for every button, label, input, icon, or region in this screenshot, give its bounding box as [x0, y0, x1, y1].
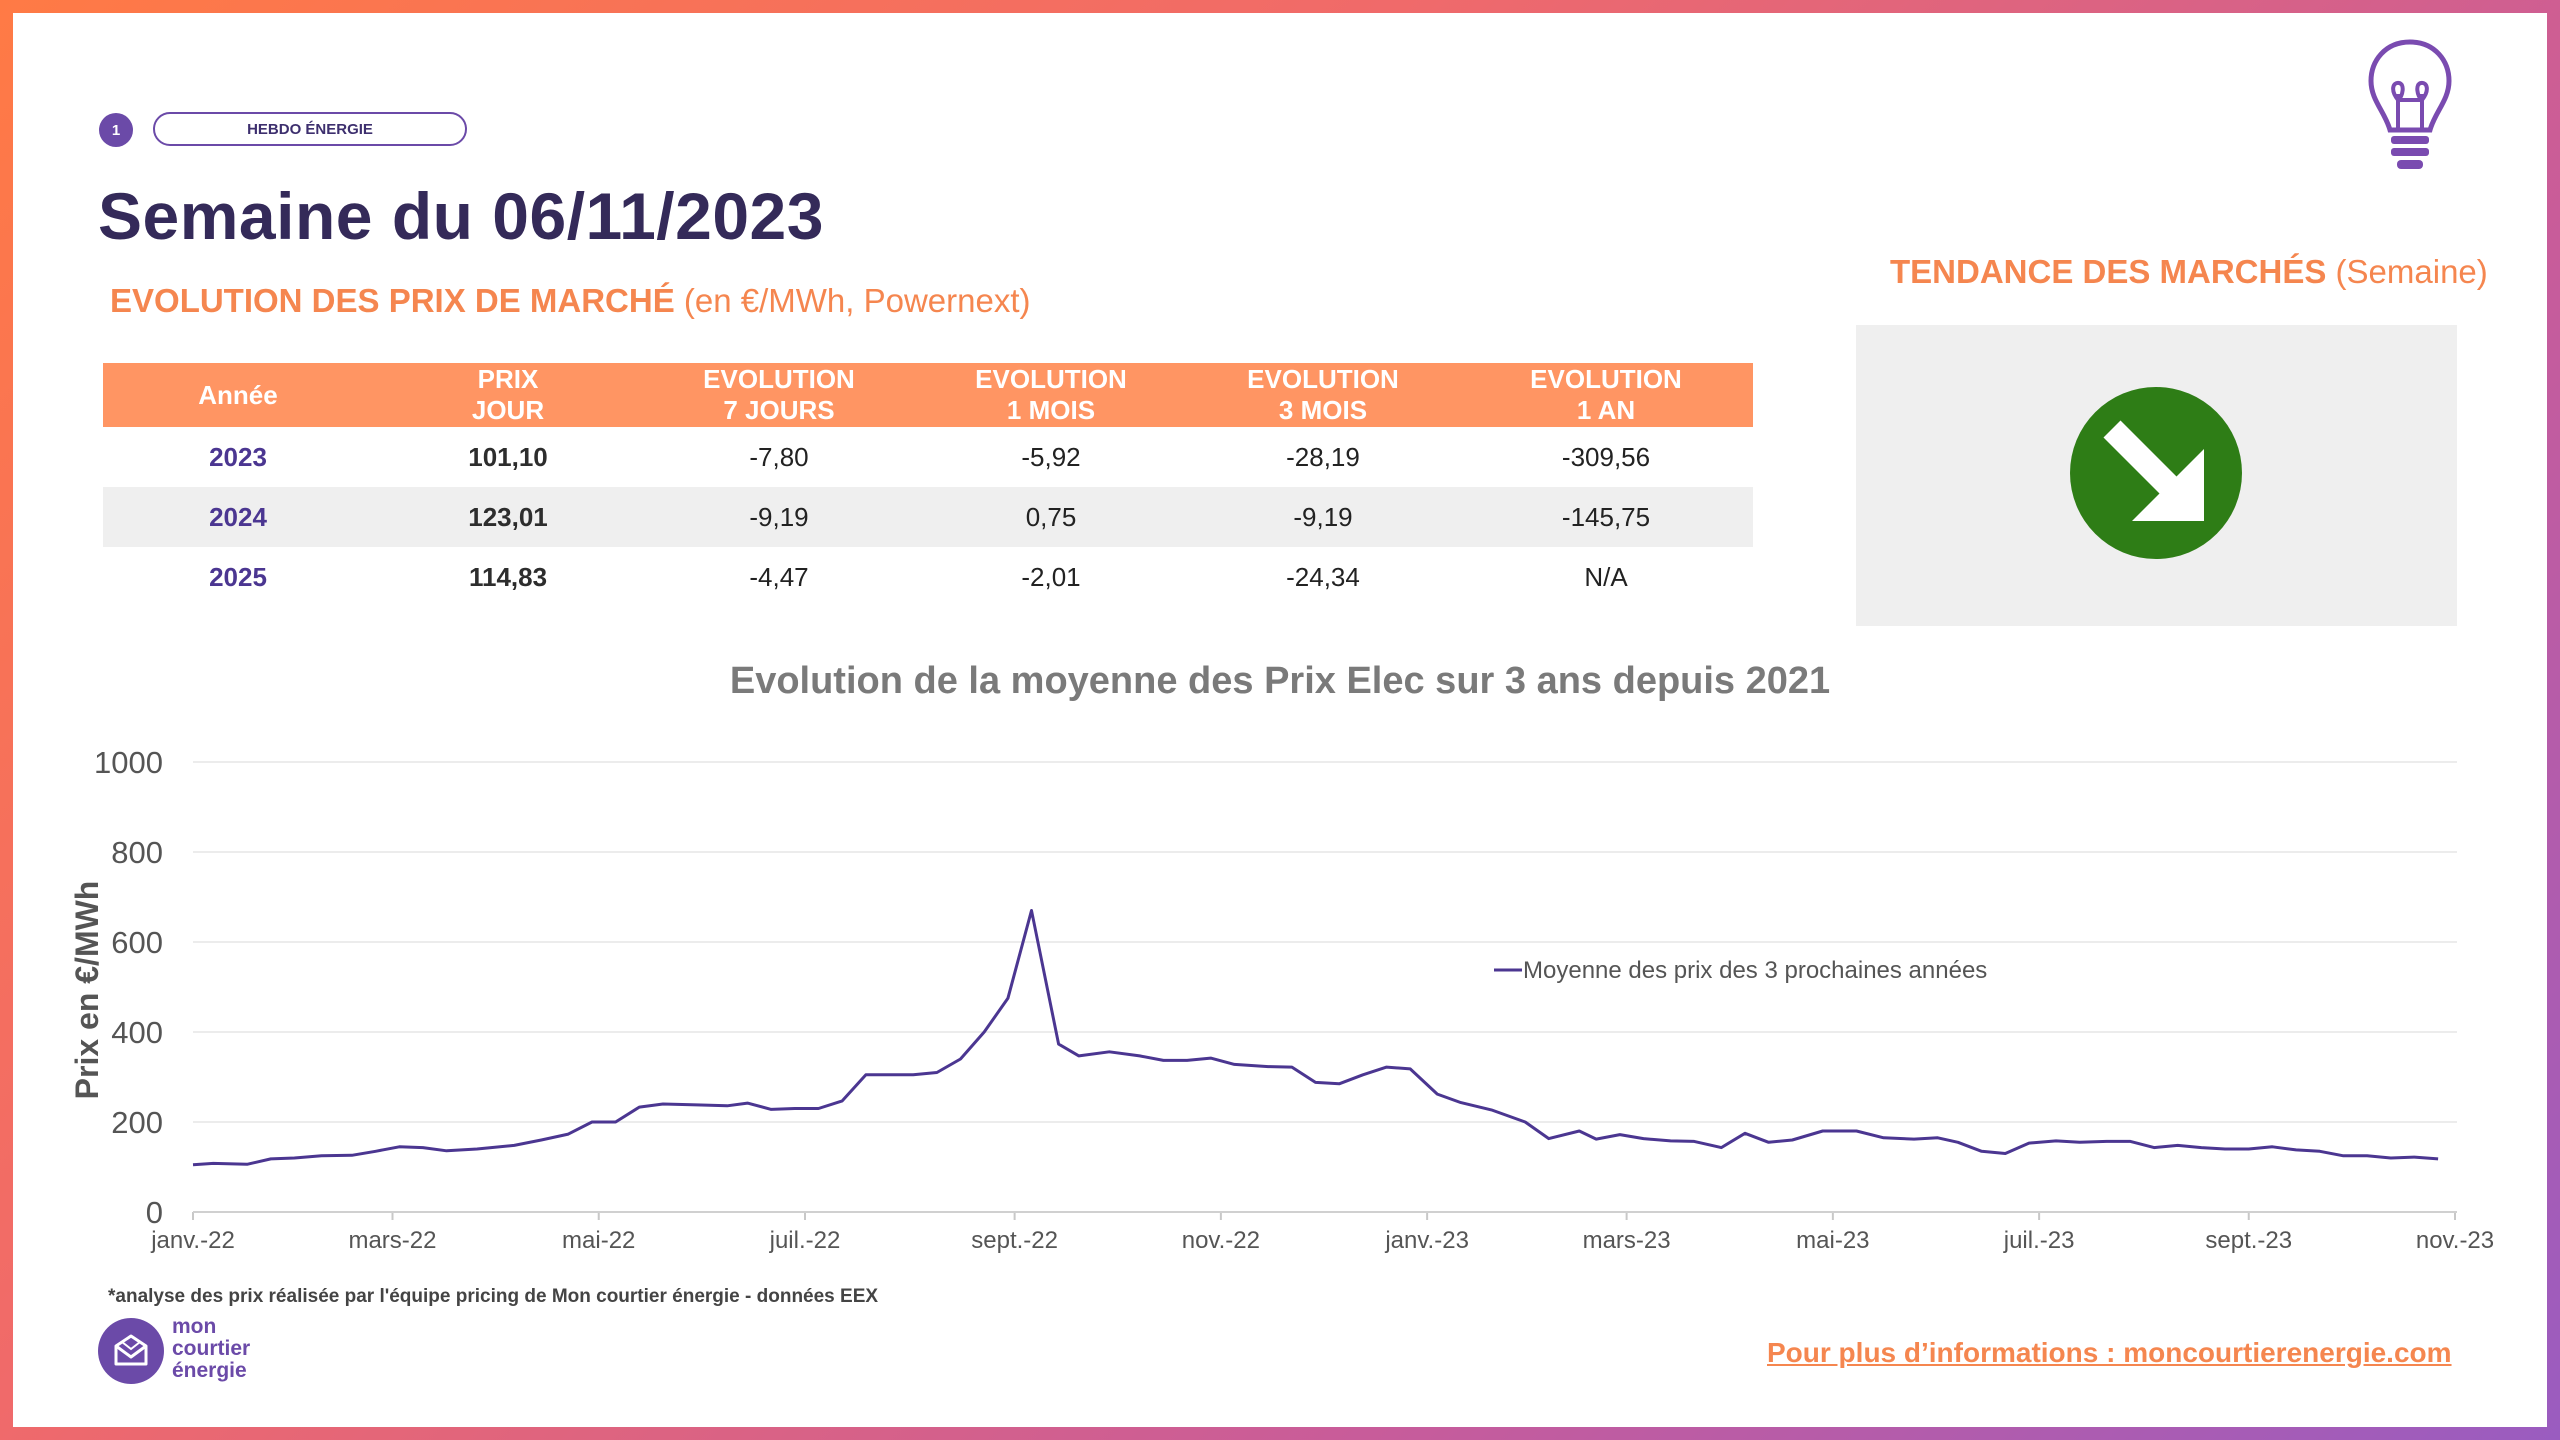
- x-tick-label: sept.-22: [971, 1227, 1058, 1254]
- header-prix-jour: PRIX JOUR: [373, 363, 643, 427]
- y-tick-label: 600: [111, 925, 163, 960]
- legend-label: Moyenne des prix des 3 prochaines années: [1523, 957, 1987, 984]
- table-row: 2024 123,01 -9,19 0,75 -9,19 -145,75: [103, 487, 1753, 547]
- header-annee: Année: [103, 363, 373, 427]
- x-tick-label: janv.-23: [1384, 1227, 1469, 1254]
- trend-section-title: TENDANCE DES MARCHÉS (Semaine): [1890, 253, 2488, 290]
- slide-card: [13, 13, 2547, 1427]
- x-tick-label: juil.-23: [2003, 1227, 2075, 1254]
- price-table: Année PRIX JOUR EVOLUTION 7 JOURS EVOLUTIO…: [103, 363, 1753, 607]
- cell-prix-jour: 123,01: [373, 487, 643, 547]
- x-tick-label: mai-22: [562, 1227, 635, 1254]
- envelope-icon: [98, 1318, 164, 1384]
- x-tick-label: janv.-22: [150, 1227, 235, 1254]
- x-tick-label: nov.-23: [2416, 1227, 2494, 1254]
- header-evolution-7j: EVOLUTION 7 JOURS: [643, 363, 915, 427]
- x-tick-label: mars-22: [348, 1227, 436, 1254]
- cell-prix-jour: 101,10: [468, 441, 548, 472]
- trend-panel: [1856, 325, 2457, 626]
- cell-evolution: -9,19: [1187, 487, 1459, 547]
- newsletter-pill: HEBDO ÉNERGIE: [153, 112, 467, 146]
- chart-gridlines: [193, 761, 2457, 1123]
- chart-title: Evolution de la moyenne des Prix Elec su…: [729, 660, 1831, 702]
- more-info-link[interactable]: Pour plus d’informations : moncourtieren…: [1767, 1337, 2452, 1368]
- cell-evolution: N/A: [1584, 561, 1628, 592]
- y-tick-label: 400: [111, 1015, 163, 1050]
- table-header-row: Année PRIX JOUR EVOLUTION 7 JOURS EVOLUTIO…: [103, 363, 1753, 427]
- y-axis-ticks: 0 200 400 600 800 1000: [94, 745, 163, 1230]
- table-row: 2025 114,83 -4,47 -2,01 -24,34 N/A: [103, 547, 1753, 607]
- lightbulb-icon: [2365, 38, 2455, 180]
- cell-evolution: -24,34: [1286, 561, 1360, 592]
- page-title: Semaine du 06/11/2023: [98, 179, 824, 253]
- x-axis-ticks: janv.-22 mars-22 mai-22 juil.-22 sept.-22 nov…: [150, 1212, 2494, 1254]
- x-tick-label: mars-23: [1583, 1227, 1671, 1254]
- cell-evolution: -5,92: [1021, 441, 1081, 472]
- arrow-down-right-icon: [2070, 387, 2242, 559]
- cell-evolution: -309,56: [1561, 441, 1651, 472]
- cell-evolution: -2,01: [1021, 561, 1081, 592]
- market-section-title: EVOLUTION DES PRIX DE MARCHÉ (en €/MWh, …: [110, 282, 1031, 319]
- footnote: *analyse des prix réalisée par l'équipe …: [108, 1286, 879, 1307]
- header-evolution-1m: EVOLUTION 1 MOIS: [915, 363, 1187, 427]
- header-evolution-3m: EVOLUTION 3 MOIS: [1187, 363, 1459, 427]
- x-tick-label: juil.-22: [769, 1227, 841, 1254]
- cell-year: 2024: [103, 487, 373, 547]
- x-tick-label: mai-23: [1796, 1227, 1869, 1254]
- series-line: [192, 909, 2439, 1167]
- cell-evolution: 0,75: [915, 487, 1187, 547]
- cell-evolution: -4,47: [749, 561, 809, 592]
- brand-logo-text: mon courtier énergie: [172, 1315, 251, 1382]
- y-axis-label: Prix en €/MWh: [69, 881, 105, 1100]
- cell-evolution: -7,80: [749, 441, 809, 472]
- page-number-badge: 1: [99, 113, 133, 147]
- x-tick-label: sept.-23: [2205, 1227, 2292, 1254]
- cell-year: 2023: [209, 441, 267, 472]
- header-evolution-1an: EVOLUTION 1 AN: [1459, 363, 1753, 427]
- x-tick-label: nov.-22: [1182, 1227, 1260, 1254]
- y-tick-label: 1000: [94, 745, 163, 780]
- cell-prix-jour: 114,83: [468, 561, 548, 592]
- cell-evolution: -145,75: [1459, 487, 1753, 547]
- table-row: 2023 101,10 -7,80 -5,92 -28,19 -309,56: [103, 427, 1753, 487]
- y-tick-label: 200: [111, 1105, 163, 1140]
- cell-year: 2025: [209, 561, 267, 592]
- cell-evolution: -28,19: [1286, 441, 1360, 472]
- cell-evolution: -9,19: [643, 487, 915, 547]
- y-tick-label: 0: [146, 1195, 163, 1230]
- y-tick-label: 800: [111, 835, 163, 870]
- chart-legend: Moyenne des prix des 3 prochaines années: [1494, 957, 1987, 984]
